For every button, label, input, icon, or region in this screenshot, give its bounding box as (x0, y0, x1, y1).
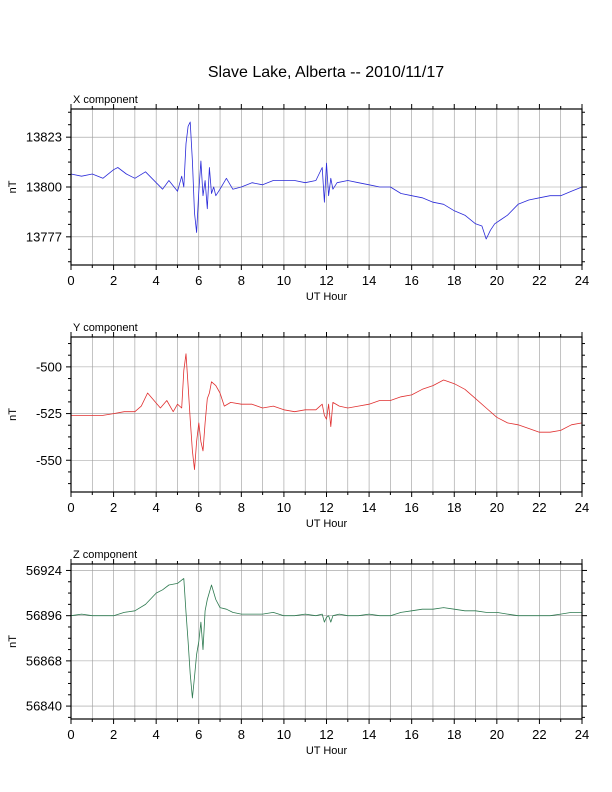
y-axis-label: nT (7, 408, 19, 421)
x-tick-label: 12 (319, 500, 333, 515)
panel-z: 0 2 4 6 8 10 12 14 16 18 20 22 245684056868568965692… (7, 549, 589, 757)
x-tick-label: 24 (575, 273, 589, 288)
x-tick-label: 8 (238, 273, 245, 288)
y-tick-label: -500 (36, 359, 62, 374)
x-axis-label: UT Hour (306, 291, 348, 303)
y-tick-label: 13800 (26, 180, 62, 195)
x-tick-label: 4 (153, 727, 160, 742)
x-tick-label: 18 (447, 500, 461, 515)
x-tick-label: 2 (110, 500, 117, 515)
figure-title: Slave Lake, Alberta -- 2010/11/17 (208, 64, 444, 81)
x-tick-label: 8 (238, 500, 245, 515)
x-tick-label: 10 (277, 273, 291, 288)
x-tick-label: 8 (238, 727, 245, 742)
y-tick-label: 56896 (26, 608, 62, 623)
x-tick-label: 12 (319, 273, 333, 288)
x-tick-label: 14 (362, 273, 376, 288)
series-line-x (70, 121, 583, 240)
x-tick-label: 24 (575, 500, 589, 515)
y-tick-label: 13777 (26, 229, 62, 244)
x-tick-label: 0 (67, 273, 74, 288)
x-tick-label: 2 (110, 273, 117, 288)
x-tick-label: 12 (319, 727, 333, 742)
x-tick-label: 0 (67, 727, 74, 742)
panel-title-y: Y component (73, 322, 138, 334)
y-tick-label: -550 (36, 453, 62, 468)
x-tick-label: 10 (277, 727, 291, 742)
panel-title-x: X component (73, 94, 138, 106)
y-tick-label: 56868 (26, 653, 62, 668)
y-tick-label: 13823 (26, 130, 62, 145)
x-tick-label: 16 (404, 500, 418, 515)
x-tick-label: 2 (110, 727, 117, 742)
y-axis-label: nT (7, 635, 19, 648)
x-tick-label: 0 (67, 500, 74, 515)
x-tick-label: 10 (277, 500, 291, 515)
x-tick-label: 18 (447, 273, 461, 288)
x-tick-label: 20 (490, 727, 504, 742)
x-tick-label: 24 (575, 727, 589, 742)
x-tick-label: 22 (532, 273, 546, 288)
x-tick-label: 6 (195, 500, 202, 515)
y-tick-label: 56924 (26, 563, 62, 578)
x-tick-label: 22 (532, 727, 546, 742)
x-tick-label: 20 (490, 500, 504, 515)
x-tick-label: 6 (195, 273, 202, 288)
x-axis-label: UT Hour (306, 518, 348, 530)
series-line-z (70, 578, 582, 699)
x-tick-label: 22 (532, 500, 546, 515)
x-tick-label: 6 (195, 727, 202, 742)
x-tick-label: 14 (362, 727, 376, 742)
x-tick-label: 18 (447, 727, 461, 742)
x-tick-label: 14 (362, 500, 376, 515)
y-tick-label: 56840 (26, 699, 62, 714)
x-tick-label: 20 (490, 273, 504, 288)
x-axis-label: UT Hour (306, 745, 348, 757)
y-tick-label: -525 (36, 406, 62, 421)
x-tick-label: 16 (404, 273, 418, 288)
x-tick-label: 4 (153, 500, 160, 515)
series-line-y (71, 353, 583, 471)
panel-title-z: Z component (73, 549, 137, 561)
x-tick-label: 4 (153, 273, 160, 288)
y-axis-label: nT (7, 180, 19, 193)
x-tick-label: 16 (404, 727, 418, 742)
